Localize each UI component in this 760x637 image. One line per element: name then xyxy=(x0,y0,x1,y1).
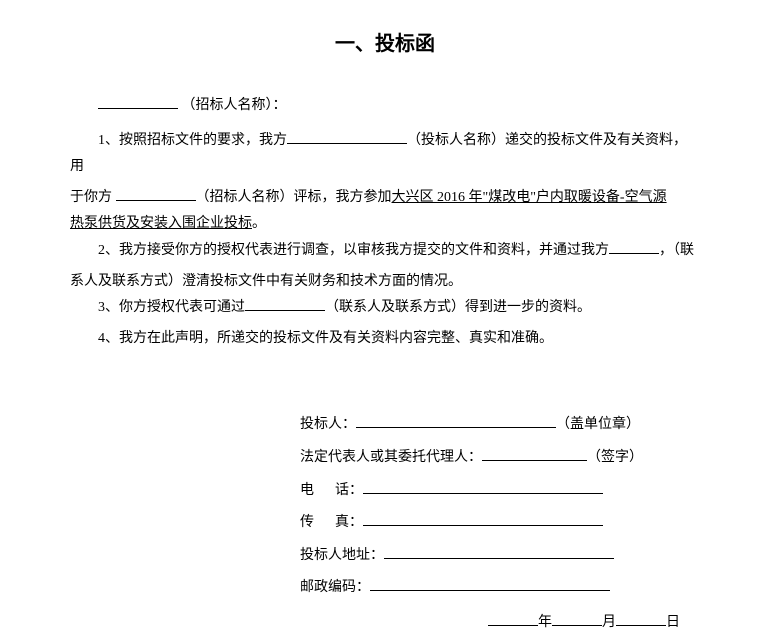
bidder-label: 投标人： xyxy=(300,417,356,432)
blank-address xyxy=(384,545,614,559)
blank-legal-rep xyxy=(482,447,587,461)
postal-row: 邮政编码： xyxy=(300,575,700,602)
p1-underlined-2: 热泵供货及安装入围企业投标 xyxy=(70,216,252,231)
phone-row: 电 话： xyxy=(300,478,700,505)
p3-text-a: 3、你方授权代表可通过 xyxy=(98,300,245,315)
paragraph-4: 4、我方在此声明，所递交的投标文件及有关资料内容完整、真实和准确。 xyxy=(70,326,700,353)
year-label: 年 xyxy=(538,615,552,630)
legal-rep-suffix: （签字） xyxy=(587,450,643,465)
p2-text-c: 系人及联系方式）澄清投标文件中有关财务和技术方面的情况。 xyxy=(70,274,462,289)
blank-month xyxy=(552,612,602,626)
fax-row: 传 真： xyxy=(300,510,700,537)
blank-contact xyxy=(609,240,659,254)
date-row: 年月日 xyxy=(300,610,700,637)
addressee-line: （招标人名称）： xyxy=(70,93,700,120)
blank-contact-2 xyxy=(245,297,325,311)
p2-text-b: ，（联 xyxy=(659,243,694,258)
blank-year xyxy=(488,612,538,626)
blank-tenderer-name xyxy=(116,187,196,201)
p1-text-a: 1、按照招标文件的要求，我方 xyxy=(98,133,287,148)
bidder-row: 投标人： （盖单位章） xyxy=(300,412,700,439)
p1-text-c: 于你方 xyxy=(70,190,116,205)
p1-text-g: 。 xyxy=(252,216,266,231)
document-title: 一、投标函 xyxy=(70,25,700,63)
blank-addressee xyxy=(98,95,178,109)
paragraph-2: 2、我方接受你方的授权代表进行调查，以审核我方提交的文件和资料，并通过我方 ，（联… xyxy=(70,238,700,295)
p1-text-d: （招标人名称）评标，我方参加 xyxy=(196,190,392,205)
blank-fax xyxy=(363,512,603,526)
postal-label: 邮政编码： xyxy=(300,580,370,595)
address-label: 投标人地址： xyxy=(300,548,384,563)
address-row: 投标人地址： xyxy=(300,543,700,570)
paragraph-1: 1、按照招标文件的要求，我方（投标人名称）递交的投标文件及有关资料，用 于你方 … xyxy=(70,128,700,238)
paragraph-3: 3、你方授权代表可通过 （联系人及联系方式）得到进一步的资料。 xyxy=(70,295,700,322)
signature-block: 投标人： （盖单位章） 法定代表人或其委托代理人： （签字） 电 话： 传 真： 投… xyxy=(300,412,700,636)
blank-phone xyxy=(363,480,603,494)
day-label: 日 xyxy=(666,615,680,630)
phone-label-1: 电 xyxy=(300,483,314,498)
addressee-suffix: （招标人名称）： xyxy=(182,98,287,113)
bidder-suffix: （盖单位章） xyxy=(556,417,640,432)
blank-postal xyxy=(370,577,610,591)
month-label: 月 xyxy=(602,615,616,630)
legal-rep-row: 法定代表人或其委托代理人： （签字） xyxy=(300,445,700,472)
p3-text-b: （联系人及联系方式）得到进一步的资料。 xyxy=(325,300,591,315)
blank-bidder-name xyxy=(287,130,407,144)
legal-rep-label: 法定代表人或其委托代理人： xyxy=(300,450,482,465)
fax-label-1: 传 xyxy=(300,515,314,530)
blank-bidder xyxy=(356,414,556,428)
phone-label-2: 话： xyxy=(335,483,363,498)
p2-text-a: 2、我方接受你方的授权代表进行调查，以审核我方提交的文件和资料，并通过我方 xyxy=(98,243,609,258)
fax-label-2: 真： xyxy=(335,515,363,530)
p1-underlined-1: 大兴区 2016 年"煤改电"户内取暖设备-空气源 xyxy=(392,190,667,205)
blank-day xyxy=(616,612,666,626)
